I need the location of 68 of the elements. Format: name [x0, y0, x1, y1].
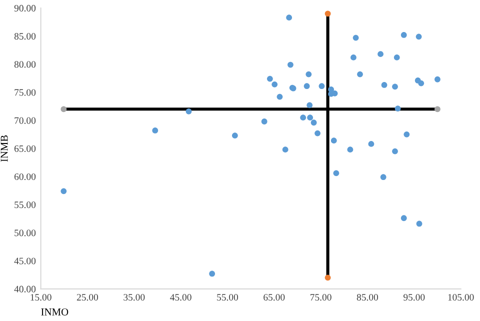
- point: [300, 114, 306, 121]
- x-tick-label: 25.00: [76, 294, 98, 301]
- point: [314, 130, 320, 136]
- y-tick-label: 70.00: [14, 117, 36, 124]
- x-axis-title: INMO: [41, 308, 68, 316]
- point: [400, 215, 407, 222]
- x-tick-label: 35.00: [124, 294, 145, 301]
- point: [347, 146, 354, 153]
- y-tick-label: 45.00: [14, 258, 36, 264]
- point: [306, 102, 313, 108]
- point: [378, 51, 384, 58]
- point: [400, 32, 407, 38]
- y-tick-label: 40.00: [14, 286, 36, 292]
- x-tick-label: 65.00: [264, 294, 285, 301]
- point: [282, 146, 288, 153]
- y-tick-label: 60.00: [14, 173, 36, 180]
- point: [324, 274, 331, 281]
- point: [310, 120, 317, 126]
- y-tick-label: 50.00: [14, 230, 36, 236]
- point: [261, 118, 268, 124]
- point: [186, 108, 192, 114]
- point: [352, 34, 359, 41]
- y-tick-label: 85.00: [14, 33, 36, 40]
- point: [434, 106, 440, 112]
- point: [392, 84, 398, 90]
- point: [60, 106, 67, 112]
- x-tick-label: 75.00: [310, 294, 332, 301]
- point: [307, 114, 314, 121]
- point: [434, 76, 440, 82]
- y-tick-label: 90.00: [14, 4, 36, 12]
- point: [276, 94, 283, 100]
- point: [416, 220, 422, 227]
- point: [286, 14, 292, 21]
- y-axis-title: INMB: [0, 135, 8, 162]
- point: [394, 54, 400, 60]
- point: [209, 270, 216, 277]
- x-tick-label: 95.00: [404, 294, 425, 301]
- point: [272, 81, 278, 88]
- point: [350, 54, 356, 60]
- point: [418, 80, 424, 86]
- point: [392, 148, 398, 154]
- point: [266, 76, 273, 82]
- point: [394, 106, 401, 112]
- point: [324, 10, 331, 17]
- point: [357, 71, 363, 78]
- y-tick-label: 65.00: [14, 145, 36, 152]
- point: [404, 131, 410, 138]
- x-tick-label: 15.00: [30, 294, 52, 301]
- point: [288, 62, 294, 68]
- y-tick-label: 80.00: [14, 61, 36, 68]
- point: [304, 83, 310, 90]
- x-tick-label: 105.00: [448, 294, 474, 301]
- point: [333, 170, 340, 176]
- y-tick-label: 55.00: [14, 202, 36, 208]
- point: [330, 138, 337, 144]
- point: [416, 34, 422, 40]
- x-tick-label: 85.00: [356, 294, 378, 301]
- x-tick-label: 55.00: [217, 294, 238, 301]
- x-tick-label: 45.00: [170, 294, 192, 301]
- point: [232, 132, 238, 138]
- point: [380, 174, 386, 180]
- point: [318, 83, 325, 90]
- point: [368, 141, 374, 147]
- point: [381, 82, 388, 88]
- point: [152, 128, 158, 134]
- y-tick-label: 75.00: [14, 89, 36, 96]
- point: [306, 71, 312, 78]
- point: [60, 188, 67, 194]
